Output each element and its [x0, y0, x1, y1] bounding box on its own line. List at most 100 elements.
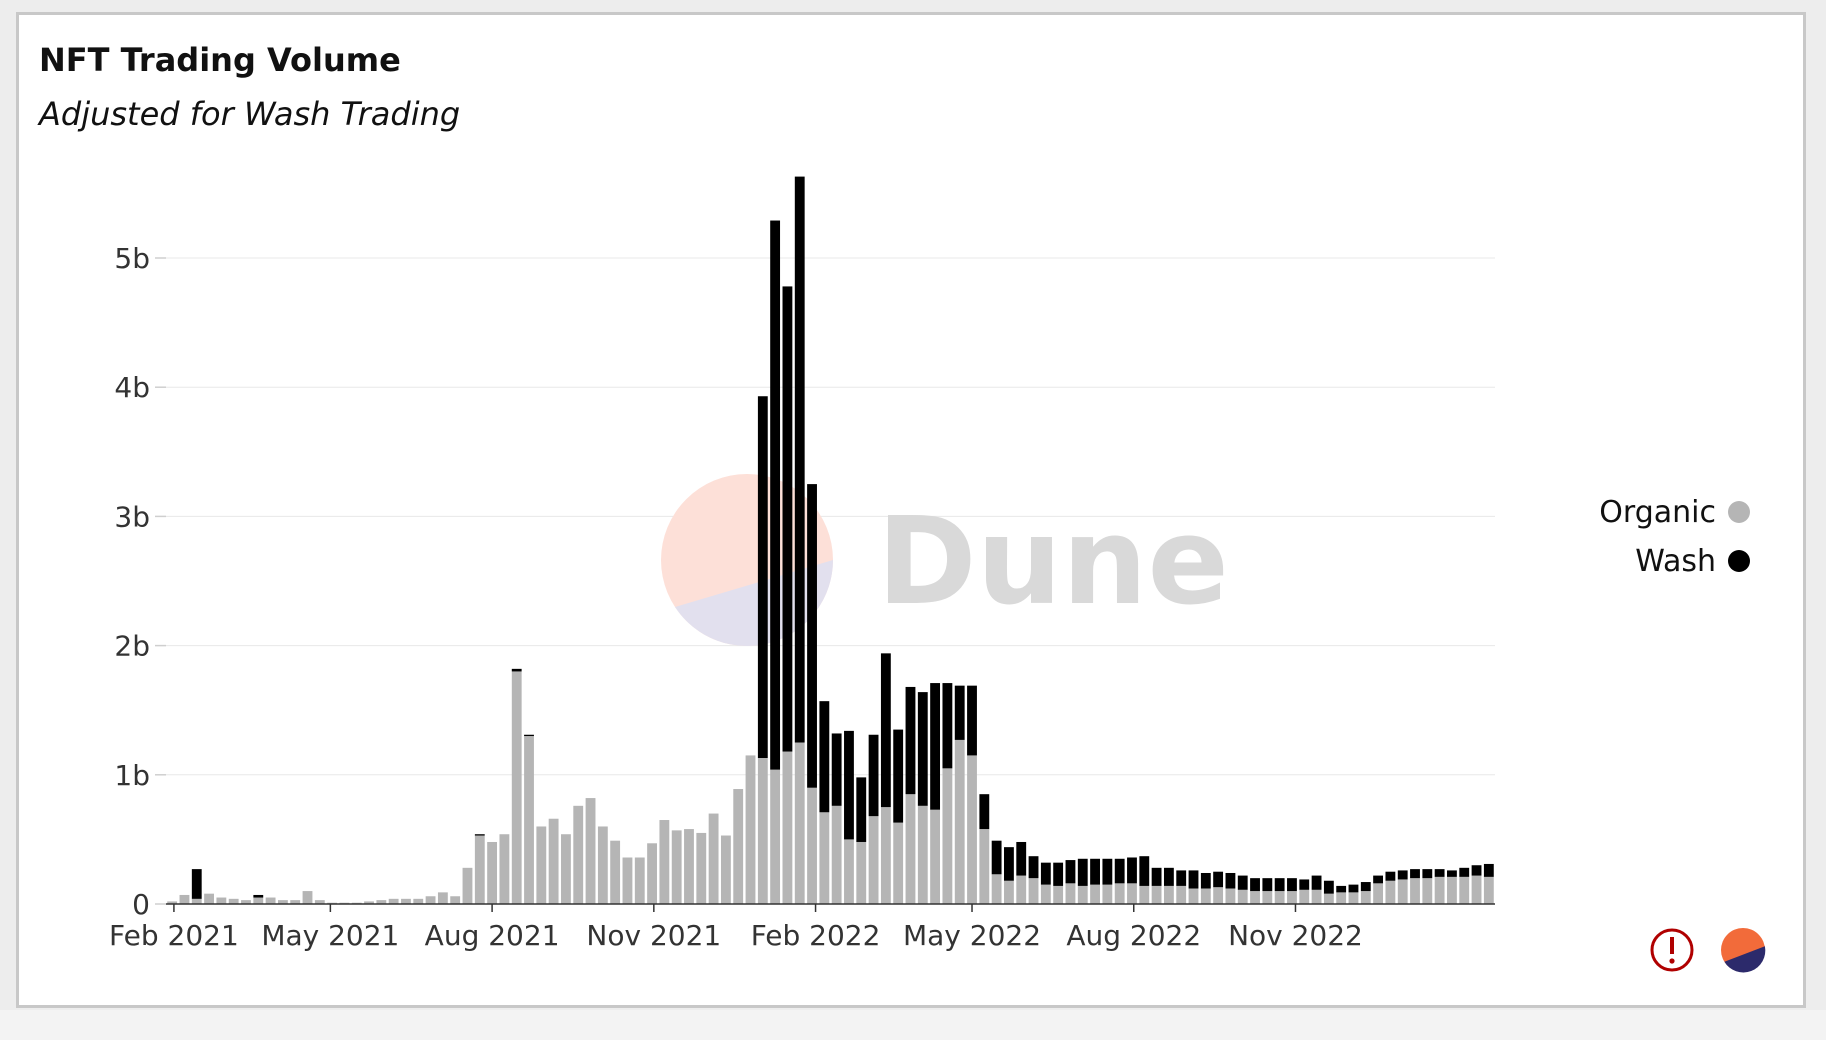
bar-organic[interactable] — [1397, 879, 1408, 904]
bar-organic[interactable] — [684, 829, 694, 904]
bar-organic[interactable] — [1016, 875, 1027, 904]
bar-wash[interactable] — [1065, 860, 1076, 884]
bar-organic[interactable] — [1373, 883, 1384, 904]
bar-organic[interactable] — [634, 857, 645, 904]
bar-organic[interactable] — [807, 787, 817, 904]
bar-wash[interactable] — [954, 685, 965, 740]
bar-wash[interactable] — [1262, 878, 1273, 892]
bar-wash[interactable] — [1102, 858, 1113, 885]
bar-organic[interactable] — [548, 818, 559, 904]
bar-wash[interactable] — [979, 794, 990, 830]
bar-wash[interactable] — [1040, 862, 1051, 885]
bar-wash[interactable] — [1360, 882, 1371, 892]
bar-wash[interactable] — [1385, 871, 1396, 881]
bar-organic[interactable] — [401, 898, 411, 904]
bar-organic[interactable] — [1163, 885, 1174, 904]
bar-wash[interactable] — [770, 220, 781, 770]
bar-organic[interactable] — [314, 900, 325, 904]
bar-wash[interactable] — [991, 840, 1002, 875]
bar-organic[interactable] — [1323, 893, 1334, 904]
bar-organic[interactable] — [868, 816, 879, 904]
bar-organic[interactable] — [474, 835, 485, 904]
bar-organic[interactable] — [1004, 880, 1014, 904]
bar-organic[interactable] — [1127, 883, 1137, 904]
bar-wash[interactable] — [807, 484, 817, 788]
bar-wash[interactable] — [1274, 878, 1285, 892]
bar-wash[interactable] — [1176, 870, 1187, 886]
bar-organic[interactable] — [462, 867, 473, 904]
bar-organic[interactable] — [942, 768, 953, 904]
bar-organic[interactable] — [967, 755, 977, 904]
bar-organic[interactable] — [893, 822, 904, 904]
bar-wash[interactable] — [782, 286, 793, 752]
bar-wash[interactable] — [1090, 858, 1100, 885]
bar-organic[interactable] — [597, 826, 608, 904]
bar-organic[interactable] — [204, 893, 214, 904]
bar-organic[interactable] — [1139, 885, 1150, 904]
bar-wash[interactable] — [1004, 847, 1014, 881]
bar-organic[interactable] — [905, 794, 916, 904]
bar-wash[interactable] — [819, 701, 830, 813]
bar-wash[interactable] — [1225, 872, 1236, 889]
bar-organic[interactable] — [1250, 891, 1260, 904]
exclamation-circle-icon[interactable] — [1650, 928, 1694, 972]
bar-organic[interactable] — [708, 813, 719, 904]
bar-organic[interactable] — [1410, 878, 1420, 904]
bar-organic[interactable] — [1225, 888, 1236, 905]
bar-organic[interactable] — [253, 897, 264, 904]
bar-organic[interactable] — [1311, 889, 1322, 904]
bar-organic[interactable] — [1336, 892, 1347, 904]
bar-wash[interactable] — [844, 730, 854, 840]
bar-organic[interactable] — [1459, 876, 1470, 904]
bar-organic[interactable] — [437, 892, 448, 904]
bar-organic[interactable] — [659, 820, 670, 904]
bar-organic[interactable] — [1102, 884, 1113, 904]
bar-wash[interactable] — [1016, 841, 1027, 876]
bar-organic[interactable] — [1262, 891, 1273, 904]
bar-organic[interactable] — [499, 834, 510, 904]
bar-wash[interactable] — [1323, 880, 1334, 894]
bar-organic[interactable] — [696, 832, 707, 904]
bar-organic[interactable] — [388, 898, 399, 904]
bar-organic[interactable] — [302, 891, 313, 904]
bar-organic[interactable] — [265, 897, 276, 904]
bar-organic[interactable] — [782, 751, 793, 904]
bar-organic[interactable] — [228, 898, 239, 904]
bar-wash[interactable] — [1053, 862, 1064, 886]
bar-wash[interactable] — [1188, 870, 1199, 889]
bar-wash[interactable] — [1250, 878, 1260, 892]
bar-organic[interactable] — [647, 843, 657, 904]
bar-organic[interactable] — [1053, 885, 1064, 904]
bar-wash[interactable] — [524, 734, 534, 737]
bar-wash[interactable] — [1287, 878, 1297, 892]
bar-organic[interactable] — [991, 874, 1002, 904]
bar-organic[interactable] — [573, 805, 584, 904]
bar-organic[interactable] — [364, 901, 374, 904]
bar-organic[interactable] — [1114, 883, 1125, 904]
bar-wash[interactable] — [942, 683, 953, 769]
bar-wash[interactable] — [1114, 858, 1125, 884]
bar-organic[interactable] — [487, 841, 498, 904]
bar-organic[interactable] — [1274, 891, 1285, 904]
bar-wash[interactable] — [1336, 885, 1347, 893]
bar-organic[interactable] — [745, 755, 756, 904]
bar-wash[interactable] — [1483, 863, 1494, 877]
bar-organic[interactable] — [1237, 889, 1248, 904]
bar-wash[interactable] — [905, 686, 916, 795]
bar-organic[interactable] — [216, 897, 227, 904]
bar-wash[interactable] — [1459, 867, 1470, 877]
bar-wash[interactable] — [1163, 867, 1174, 886]
bar-wash[interactable] — [880, 653, 891, 808]
bar-wash[interactable] — [831, 733, 842, 806]
bar-wash[interactable] — [1127, 857, 1137, 884]
bar-organic[interactable] — [1040, 884, 1051, 904]
bar-organic[interactable] — [844, 839, 854, 904]
bar-wash[interactable] — [1447, 870, 1457, 877]
bar-organic[interactable] — [511, 671, 522, 904]
bar-wash[interactable] — [794, 176, 805, 743]
bar-wash[interactable] — [1348, 884, 1359, 893]
bar-wash[interactable] — [1434, 869, 1445, 877]
bar-organic[interactable] — [1151, 885, 1162, 904]
bar-organic[interactable] — [561, 834, 571, 904]
bar-organic[interactable] — [1447, 876, 1457, 904]
